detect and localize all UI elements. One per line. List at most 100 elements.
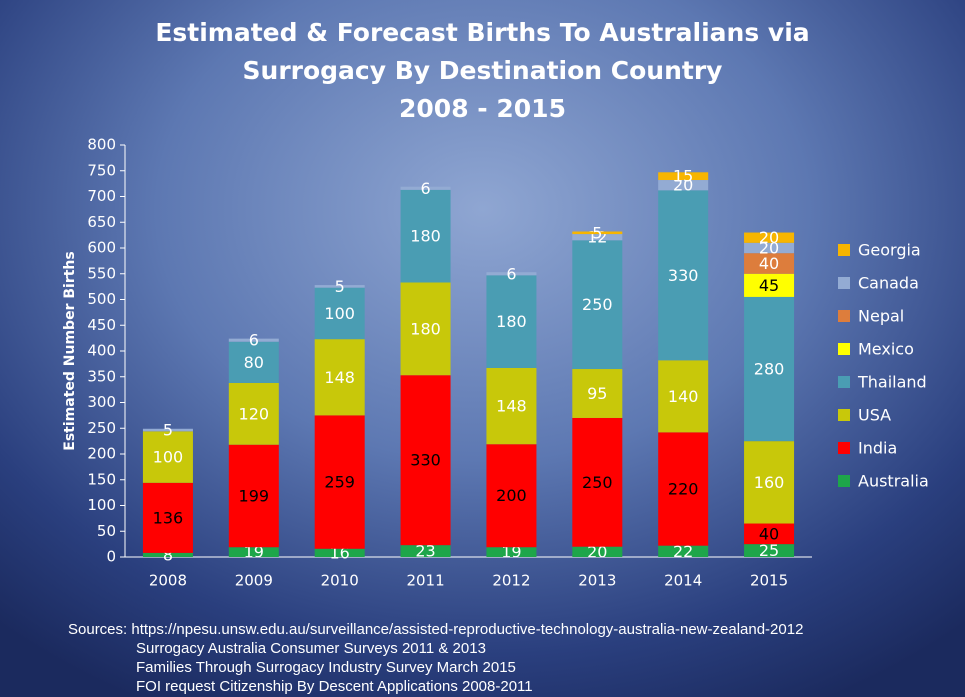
bar-segment: [228, 341, 279, 383]
y-tick-label: 550: [87, 264, 116, 282]
data-label: 40: [759, 254, 779, 273]
bar-segment: [658, 190, 709, 361]
bar-segment: [744, 232, 795, 243]
data-label: 6: [249, 331, 259, 350]
bar-segment: [400, 189, 451, 283]
y-tick-label: 450: [87, 316, 116, 334]
y-tick-label: 600: [87, 239, 116, 257]
data-label: 5: [335, 277, 345, 296]
x-tick-label: 2012: [492, 572, 530, 590]
bar-segment: [744, 242, 795, 254]
bar-segment: [400, 186, 451, 190]
x-tick-label: 2013: [578, 572, 616, 590]
bar-segment: [314, 415, 365, 549]
chart-title: Estimated & Forecast Births To Australia…: [155, 18, 810, 123]
data-label: 25: [759, 541, 779, 560]
bar-segment: [658, 432, 709, 546]
bar-segment: [486, 367, 537, 445]
bar-segment: [486, 444, 537, 548]
y-tick-label: 650: [87, 213, 116, 231]
data-label: 20: [759, 228, 779, 247]
data-label: 20: [587, 542, 607, 561]
bar-segment: [744, 523, 795, 545]
data-label: 6: [506, 264, 516, 283]
legend-swatch: [838, 475, 850, 487]
y-tick-label: 250: [87, 419, 116, 437]
data-label: 8: [163, 545, 173, 564]
data-label: 5: [163, 421, 173, 440]
bar-segment: [572, 234, 623, 241]
data-label: 22: [673, 542, 693, 561]
data-label: 100: [324, 304, 355, 323]
sources: Sources: https://npesu.unsw.edu.au/surve…: [68, 620, 803, 696]
legend-label: Australia: [858, 472, 929, 491]
y-tick-label: 800: [87, 136, 116, 154]
bar-segment: [142, 482, 193, 553]
legend-label: India: [858, 439, 897, 458]
legend-label: Georgia: [858, 241, 921, 260]
bar-segment: [314, 548, 365, 557]
bar-segment: [228, 382, 279, 445]
source-line: Surrogacy Australia Consumer Surveys 201…: [136, 640, 486, 657]
bar-segment: [572, 417, 623, 547]
legend-swatch: [838, 442, 850, 454]
data-label: 220: [668, 480, 699, 499]
data-label: 20: [759, 239, 779, 258]
bar-segment: [314, 339, 365, 416]
bar-segment: [658, 545, 709, 557]
bar-segment: [572, 240, 623, 370]
source-line: Families Through Surrogacy Industry Surv…: [136, 659, 516, 676]
bar-segment: [400, 545, 451, 557]
x-tick-label: 2008: [149, 572, 187, 590]
source-line: FOI request Citizenship By Descent Appli…: [136, 678, 533, 695]
bar-segment: [228, 547, 279, 557]
data-label: 330: [668, 266, 699, 285]
data-label: 330: [410, 451, 441, 470]
data-label: 136: [153, 508, 184, 527]
data-label: 180: [410, 319, 441, 338]
bar-segment: [400, 375, 451, 546]
y-tick-label: 150: [87, 470, 116, 488]
legend-label: USA: [858, 406, 891, 425]
data-label: 280: [754, 360, 785, 379]
bar-segment: [744, 273, 795, 297]
data-label: 160: [754, 473, 785, 492]
bar-segment: [400, 282, 451, 376]
bar-segment: [228, 338, 279, 342]
x-tick-label: 2014: [664, 572, 702, 590]
legend-swatch: [838, 244, 850, 256]
data-label: 140: [668, 387, 699, 406]
legend-swatch: [838, 277, 850, 289]
bar-segment: [142, 428, 193, 432]
bar-segment: [314, 287, 365, 340]
legend-swatch: [838, 376, 850, 388]
x-tick-label: 2009: [235, 572, 273, 590]
bar-segment: [744, 296, 795, 442]
bar-segment: [486, 272, 537, 276]
data-label: 19: [501, 543, 521, 562]
bar-segment: [572, 546, 623, 557]
y-tick-label: 300: [87, 393, 116, 411]
y-tick-label: 50: [97, 522, 116, 540]
legend-label: Nepal: [858, 307, 904, 326]
data-label: 19: [244, 543, 264, 562]
data-label: 180: [410, 227, 441, 246]
data-label: 199: [239, 486, 270, 505]
legend-swatch: [838, 409, 850, 421]
bar-segment: [744, 544, 795, 557]
source-line: Sources: https://npesu.unsw.edu.au/surve…: [68, 621, 804, 638]
bar-segment: [228, 444, 279, 548]
data-label: 120: [239, 404, 270, 423]
data-label: 100: [153, 448, 184, 467]
data-label: 148: [496, 397, 527, 416]
legend-label: Canada: [858, 274, 919, 293]
data-label: 45: [759, 276, 779, 295]
data-label: 148: [324, 368, 355, 387]
y-tick-label: 350: [87, 367, 116, 385]
bar-segment: [658, 360, 709, 433]
data-label: 80: [244, 353, 264, 372]
x-tick-label: 2010: [321, 572, 359, 590]
y-tick-label: 700: [87, 187, 116, 205]
bar-segment: [142, 552, 193, 557]
x-tick-label: 2011: [406, 572, 444, 590]
